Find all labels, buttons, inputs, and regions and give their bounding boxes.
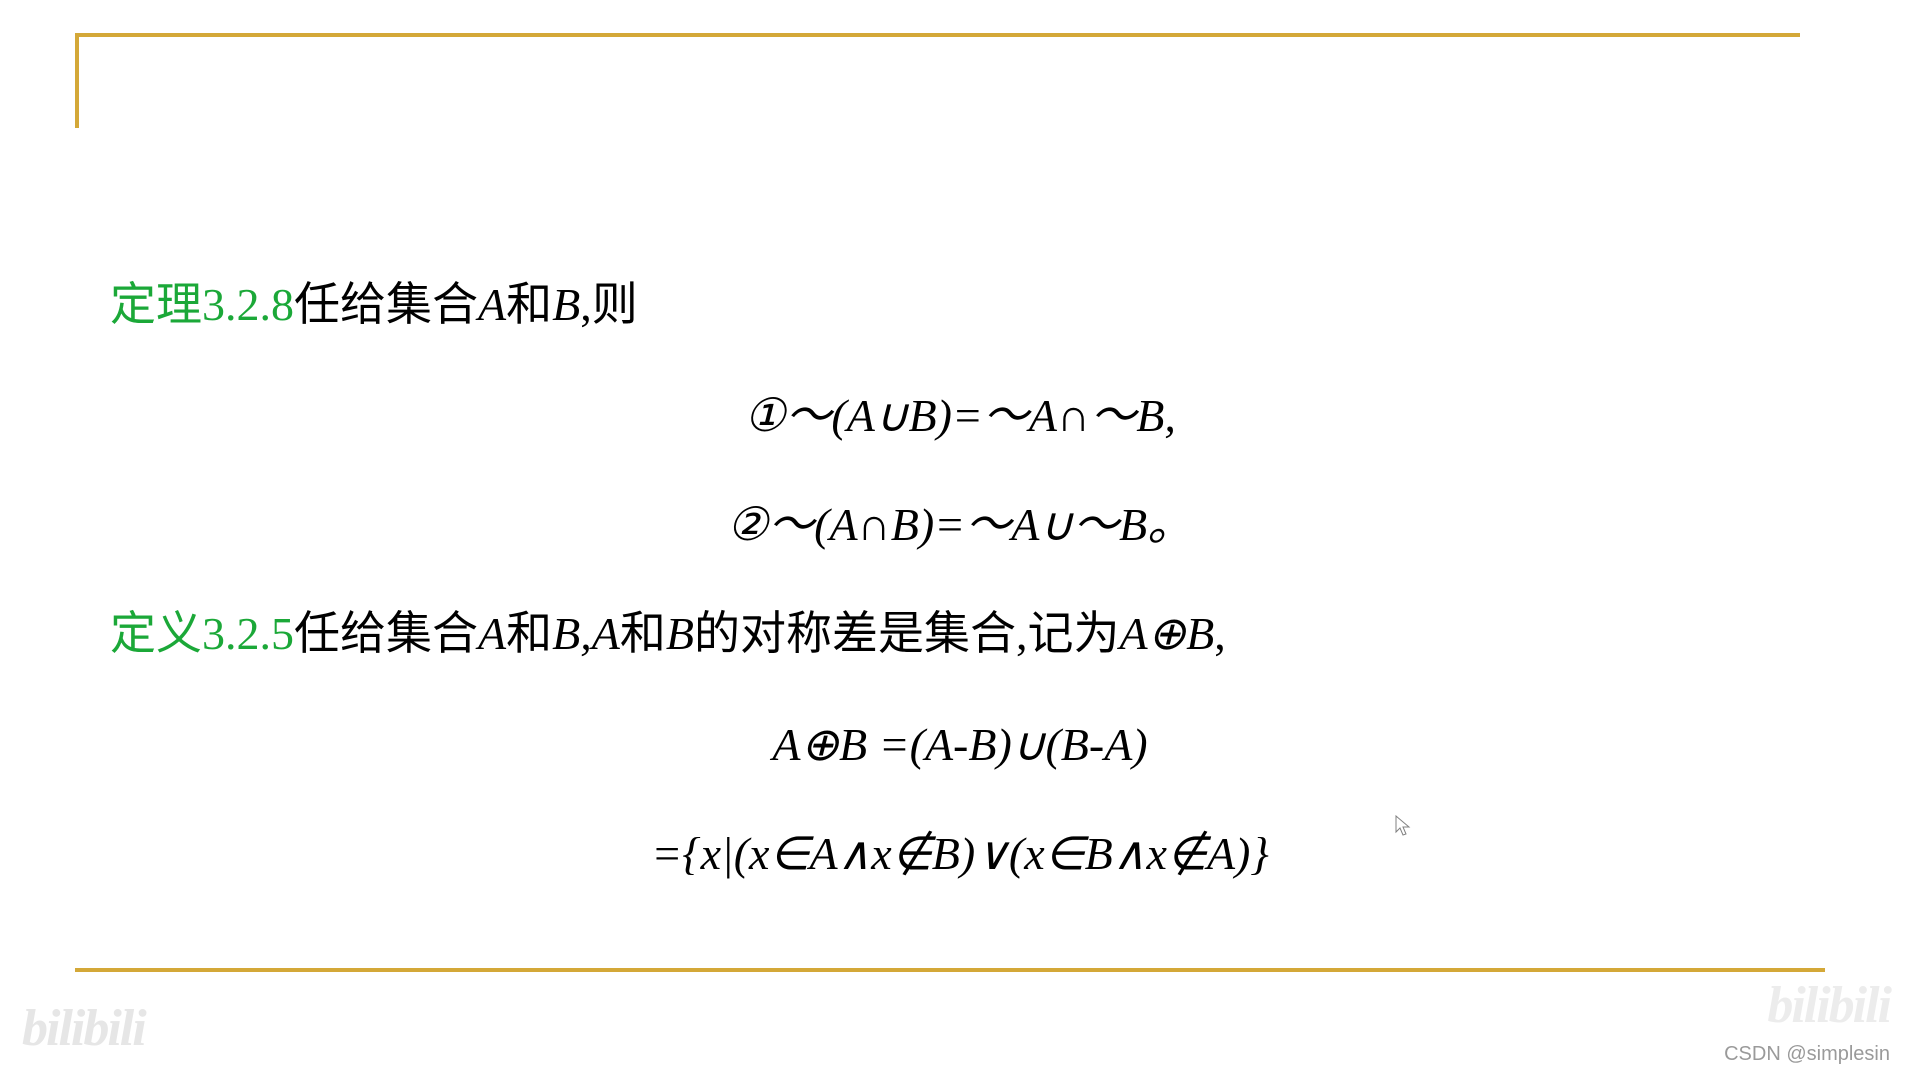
theorem-intro-and: 和 xyxy=(506,279,552,330)
frame-border-top xyxy=(75,33,1800,37)
definition-var-a: A xyxy=(478,608,506,659)
definition-intro-pre: 任给集合 xyxy=(294,608,478,659)
definition-var-b: B xyxy=(552,608,580,659)
theorem-var-a: A xyxy=(478,279,506,330)
definition-heading: 定义3.2.5任给集合A和B,A和B的对称差是集合,记为A⊕B, xyxy=(110,599,1810,668)
definition-label: 定义3.2.5 xyxy=(110,608,294,659)
definition-eq1: A⊕B =(A-B)∪(B-A) xyxy=(110,710,1810,779)
theorem-heading: 定理3.2.8任给集合A和B,则 xyxy=(110,270,1810,339)
definition-intro-mid: ,A xyxy=(580,608,620,659)
credit-text: CSDN @simplesin xyxy=(1724,1043,1890,1066)
theorem-intro-pre: 任给集合 xyxy=(294,279,478,330)
slide-content: 定理3.2.8任给集合A和B,则 ①～(A∪B)=～A∩～B, ②～(A∩B)=… xyxy=(110,270,1810,928)
definition-intro-mid2: 和 xyxy=(620,608,666,659)
definition-intro-sym: A⊕B xyxy=(1119,608,1214,659)
theorem-block: 定理3.2.8任给集合A和B,则 ①～(A∪B)=～A∩～B, ②～(A∩B)=… xyxy=(110,270,1810,559)
watermark-left: bilibili xyxy=(22,999,145,1058)
theorem-eq1: ①～(A∪B)=～A∩～B, xyxy=(110,381,1810,450)
frame-border-bottom xyxy=(75,968,1825,972)
definition-intro-mid3: B xyxy=(666,608,694,659)
definition-intro-and: 和 xyxy=(506,608,552,659)
theorem-eq2: ②～(A∩B)=～A∪～B。 xyxy=(110,490,1810,559)
definition-block: 定义3.2.5任给集合A和B,A和B的对称差是集合,记为A⊕B, A⊕B =(A… xyxy=(110,599,1810,888)
frame-border-left xyxy=(75,33,79,128)
watermark-right: bilibili xyxy=(1767,976,1890,1035)
definition-intro-post: 的对称差是集合,记为 xyxy=(694,608,1120,659)
theorem-label: 定理3.2.8 xyxy=(110,279,294,330)
definition-intro-end: , xyxy=(1214,608,1226,659)
definition-eq2: ={x|(x∈A∧x∉B)∨(x∈B∧x∉A)} xyxy=(110,819,1810,888)
theorem-intro-post: ,则 xyxy=(580,279,638,330)
theorem-var-b: B xyxy=(552,279,580,330)
